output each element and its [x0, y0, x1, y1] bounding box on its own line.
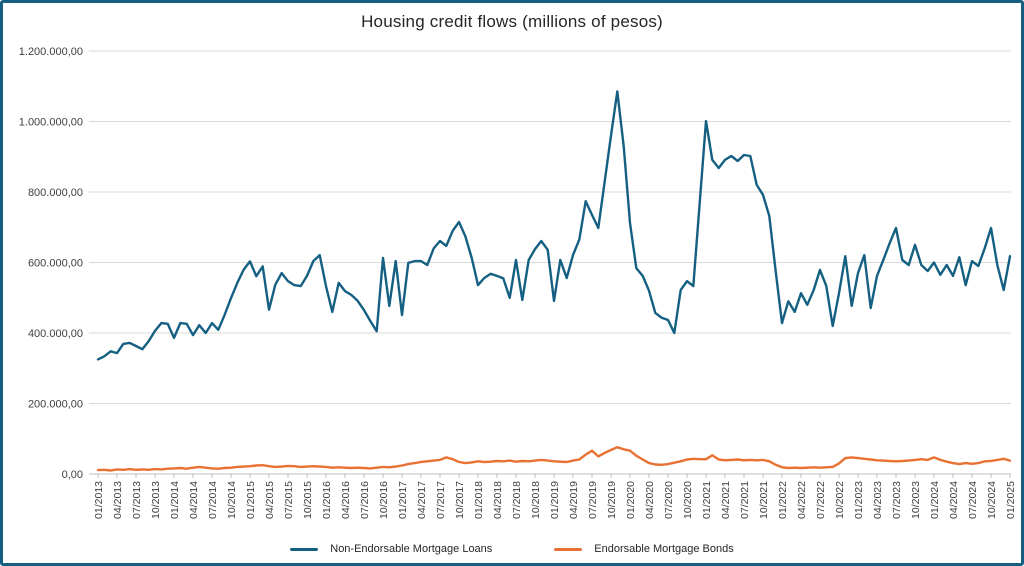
x-tick-label: 04/2015	[264, 481, 276, 519]
x-tick-label: 10/2013	[150, 481, 162, 519]
plot-area: 0,00 200.000,00 400.000,00 600.000,00 800.00…	[19, 46, 1017, 519]
x-tick-label: 04/2018	[492, 481, 504, 519]
y-tick-label: 1.000.000,00	[19, 117, 83, 129]
x-tick-label: 01/2020	[625, 481, 637, 519]
x-tick-label: 07/2018	[511, 481, 523, 519]
x-tick-label: 07/2016	[359, 481, 371, 519]
x-tick-label: 01/2019	[549, 481, 561, 519]
y-tick-label: 400.000,00	[28, 328, 83, 340]
x-tick-label: 04/2013	[112, 481, 124, 519]
x-tick-label: 01/2024	[929, 481, 941, 519]
x-tick-label: 10/2015	[302, 481, 314, 519]
x-tick-label: 01/2023	[853, 481, 865, 519]
x-tick-label: 07/2024	[967, 481, 979, 519]
x-tick-label: 07/2017	[435, 481, 447, 519]
x-tick-label: 04/2020	[644, 481, 656, 519]
x-tick-label: 01/2021	[701, 481, 713, 519]
x-tick-label: 10/2014	[226, 481, 238, 519]
x-tick-label: 04/2014	[188, 481, 200, 519]
x-tick-label: 01/2022	[777, 481, 789, 519]
x-tick-label: 07/2020	[663, 481, 675, 519]
x-tick-label: 04/2017	[416, 481, 428, 519]
x-tick-label: 10/2023	[910, 481, 922, 519]
y-tick-label: 600.000,00	[28, 258, 83, 270]
x-tick-label: 07/2015	[283, 481, 295, 519]
x-tick-label: 07/2014	[207, 481, 219, 519]
y-tick-label: 200.000,00	[28, 399, 83, 411]
legend-label-endorsable: Endorsable Mortgage Bonds	[594, 543, 734, 555]
legend-label-non-endorsable: Non-Endorsable Mortgage Loans	[330, 543, 493, 555]
x-tick-label: 10/2022	[834, 481, 846, 519]
x-tick-label: 10/2021	[758, 481, 770, 519]
x-tick-label: 10/2024	[986, 481, 998, 519]
x-tick-label: 01/2013	[93, 481, 105, 519]
non-endorsable-line-swatch-icon	[290, 547, 319, 551]
chart-title: Housing credit flows (millions of pesos)	[361, 12, 663, 31]
x-tick-label: 04/2022	[796, 481, 808, 519]
x-tick-label: 10/2018	[530, 481, 542, 519]
x-tick-label: 01/2025	[1005, 481, 1017, 519]
x-tick-label: 04/2023	[872, 481, 884, 519]
x-tick-label: 01/2018	[473, 481, 485, 519]
x-tick-label: 04/2021	[720, 481, 732, 519]
x-tick-label: 07/2022	[815, 481, 827, 519]
y-tick-label: 800.000,00	[28, 187, 83, 199]
legend-item-non-endorsable[interactable]: Non-Endorsable Mortgage Loans	[290, 543, 492, 555]
x-tick-label: 10/2020	[682, 481, 694, 519]
x-tick-label: 04/2016	[340, 481, 352, 519]
non-endorsable-series-line	[96, 90, 1012, 361]
x-tick-label: 10/2017	[454, 481, 466, 519]
endorsable-series-line	[96, 446, 1012, 472]
legend: Non-Endorsable Mortgage Loans Endorsable…	[3, 543, 1021, 555]
y-tick-label: 1.200.000,00	[19, 46, 83, 58]
x-tick-label: 10/2016	[378, 481, 390, 519]
x-tick-label: 01/2015	[245, 481, 257, 519]
x-tick-label: 07/2023	[891, 481, 903, 519]
x-tick-label: 01/2014	[169, 481, 181, 519]
x-tick-label: 07/2013	[131, 481, 143, 519]
legend-item-endorsable[interactable]: Endorsable Mortgage Bonds	[554, 543, 734, 555]
y-tick-label: 0,00	[62, 469, 83, 481]
x-tick-label: 04/2024	[948, 481, 960, 519]
x-tick-label: 07/2021	[739, 481, 751, 519]
x-tick-label: 01/2016	[321, 481, 333, 519]
x-tick-label: 10/2019	[606, 481, 618, 519]
x-tick-label: 07/2019	[587, 481, 599, 519]
x-tick-label: 04/2019	[568, 481, 580, 519]
x-tick-label: 01/2017	[397, 481, 409, 519]
endorsable-line-swatch-icon	[554, 547, 583, 551]
